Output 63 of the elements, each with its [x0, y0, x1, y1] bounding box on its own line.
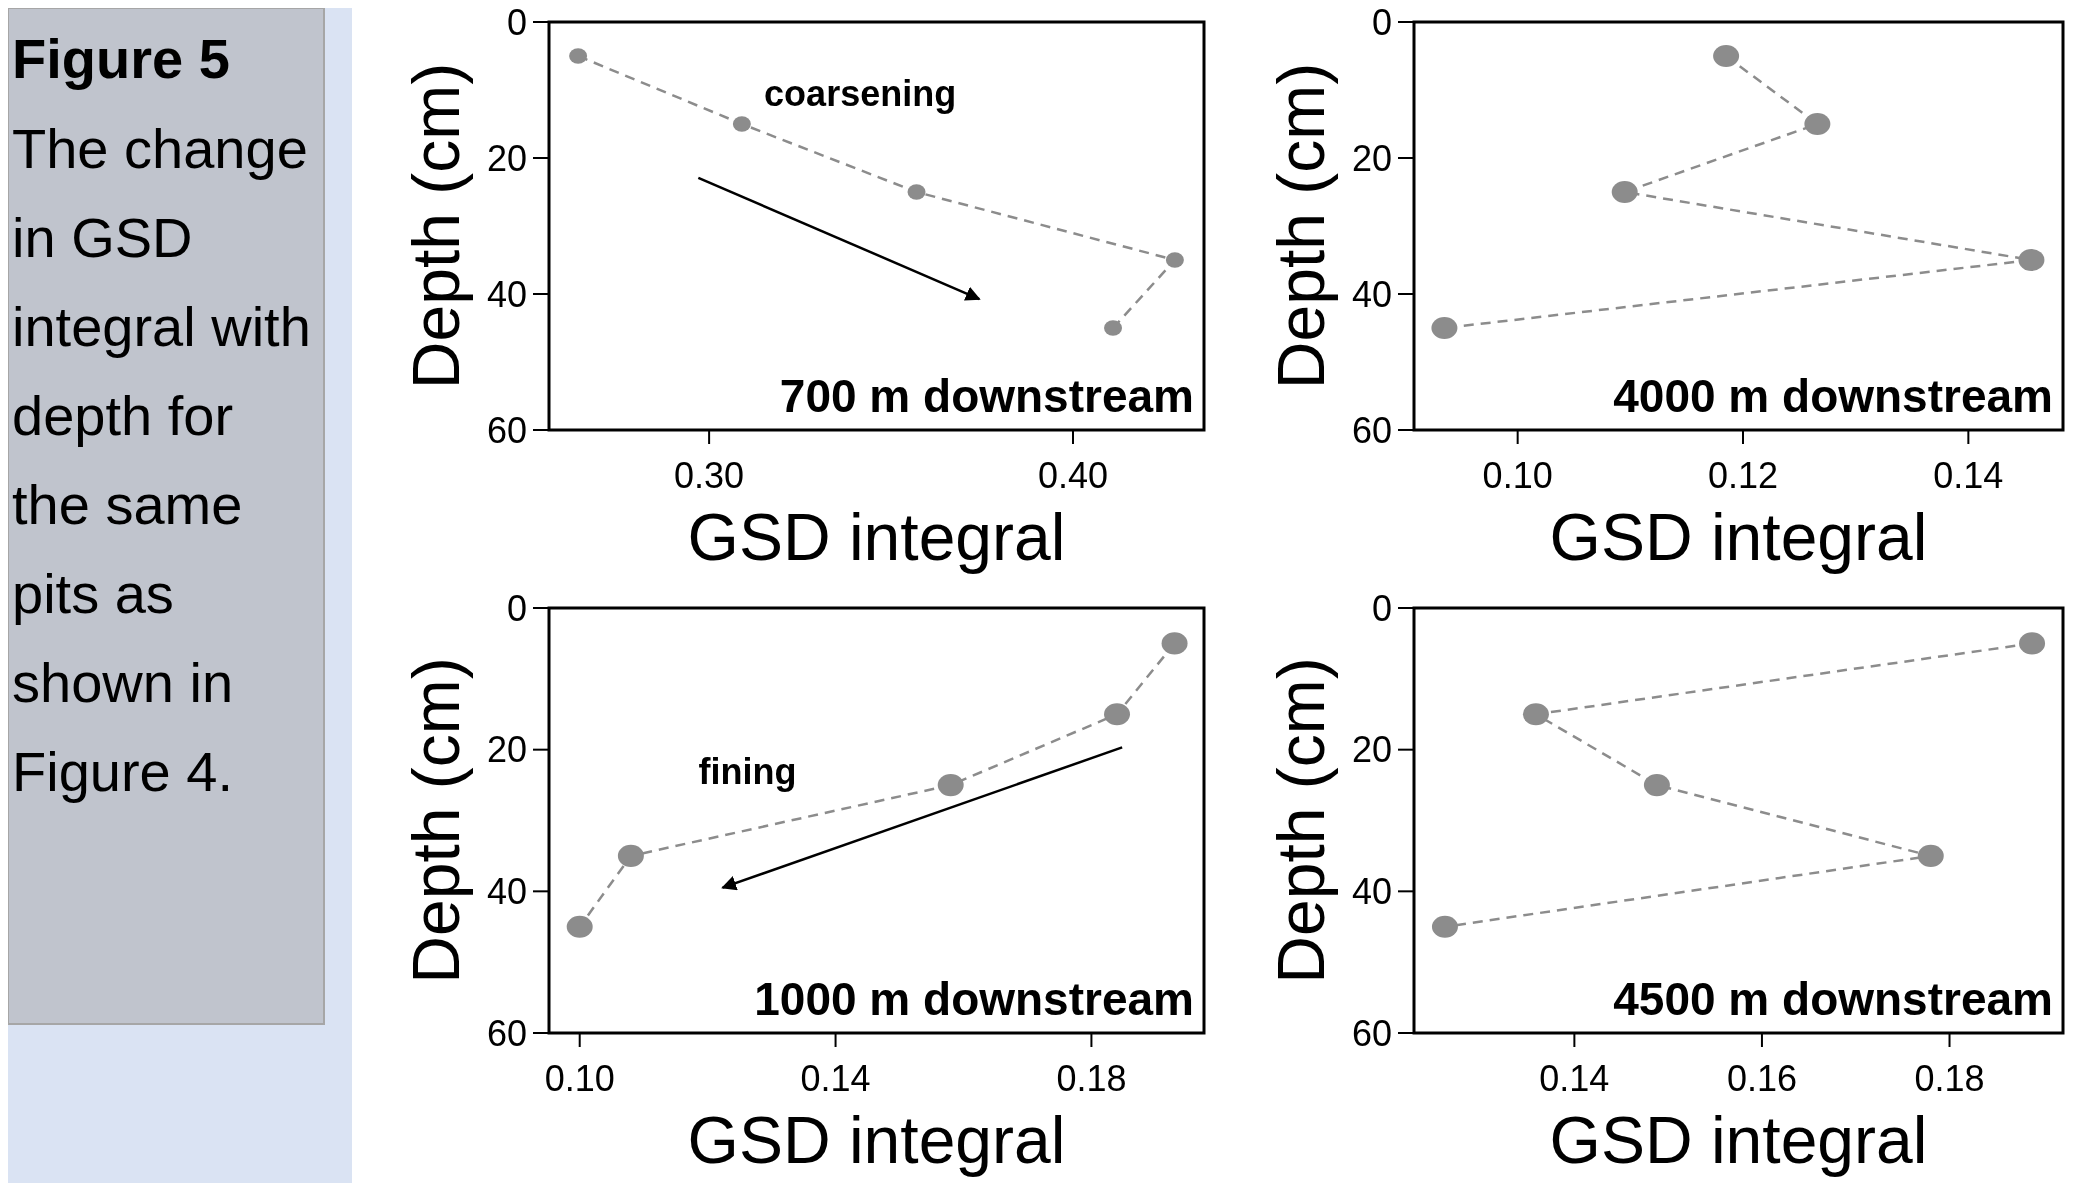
x-axis-title: GSD integral — [687, 500, 1066, 574]
y-tick-label: 60 — [486, 409, 527, 451]
text: 1000 m downstream — [754, 973, 1194, 1025]
y-tick-label: 60 — [486, 1012, 527, 1054]
y-tick-label: 60 — [1351, 1012, 1392, 1054]
y-axis-title: Depth (cm) — [399, 657, 473, 984]
point — [1104, 320, 1123, 336]
x-tick-label: 0.18 — [1914, 1058, 1985, 1099]
y-tick-label: 40 — [486, 870, 527, 912]
annotation: coarsening — [764, 72, 957, 114]
x-tick-label: 0.10 — [1482, 455, 1553, 496]
annotation: fining — [698, 750, 797, 792]
x-axis-title: GSD integral — [1549, 1103, 1928, 1177]
point — [1431, 915, 1458, 938]
y-tick-label: 0 — [506, 587, 527, 629]
x-tick-label: 0.12 — [1707, 455, 1779, 496]
point — [937, 774, 964, 797]
point — [1161, 632, 1188, 655]
y-axis-title: Depth (cm) — [399, 62, 473, 390]
point — [1611, 180, 1638, 204]
point — [617, 844, 644, 867]
text: 700 m downstream — [779, 370, 1194, 422]
x-tick-label: 0.16 — [1726, 1058, 1797, 1099]
text: The change in GSD integral with depth for the same pits as shown in Figure 4. — [12, 117, 311, 803]
y-axis-title: Depth (cm) — [1264, 62, 1338, 390]
y-tick-label: 20 — [1351, 137, 1392, 179]
point — [907, 184, 926, 200]
x-tick-label: 0.14 — [1933, 455, 2004, 496]
x-tick-label: 0.30 — [674, 455, 745, 496]
text: Figure 5 — [12, 27, 230, 90]
x-tick-label: 0.10 — [544, 1058, 615, 1099]
y-tick-label: 0 — [506, 1, 527, 43]
y-axis-title: Depth (cm) — [1264, 657, 1338, 984]
y-tick-label: 20 — [486, 137, 527, 179]
point — [1522, 703, 1549, 726]
y-tick-label: 0 — [1371, 1, 1392, 43]
point — [566, 915, 593, 938]
point — [732, 116, 751, 132]
x-tick-label: 0.40 — [1037, 455, 1109, 496]
x-tick-label: 0.14 — [1539, 1058, 1610, 1099]
point — [1431, 316, 1458, 340]
point — [2019, 632, 2046, 655]
point — [1804, 112, 1831, 136]
x-axis-title: GSD integral — [1549, 500, 1928, 574]
y-tick-label: 20 — [486, 729, 527, 771]
text: 4500 m downstream — [1613, 973, 2053, 1025]
point — [1713, 44, 1740, 68]
x-tick-label: 0.18 — [1056, 1058, 1127, 1099]
x-axis-title: GSD integral — [687, 1103, 1066, 1177]
point — [1165, 252, 1184, 268]
x-tick-label: 0.14 — [800, 1058, 871, 1099]
point — [1104, 703, 1131, 726]
point — [569, 48, 588, 64]
point — [1917, 844, 1944, 867]
y-tick-label: 40 — [1351, 273, 1392, 315]
point — [2018, 248, 2045, 272]
text: 4000 m downstream — [1613, 370, 2053, 422]
y-tick-label: 0 — [1371, 587, 1392, 629]
point — [1643, 774, 1670, 797]
y-tick-label: 40 — [486, 273, 527, 315]
y-tick-label: 20 — [1351, 729, 1392, 771]
y-tick-label: 60 — [1351, 409, 1392, 451]
y-tick-label: 40 — [1351, 870, 1392, 912]
